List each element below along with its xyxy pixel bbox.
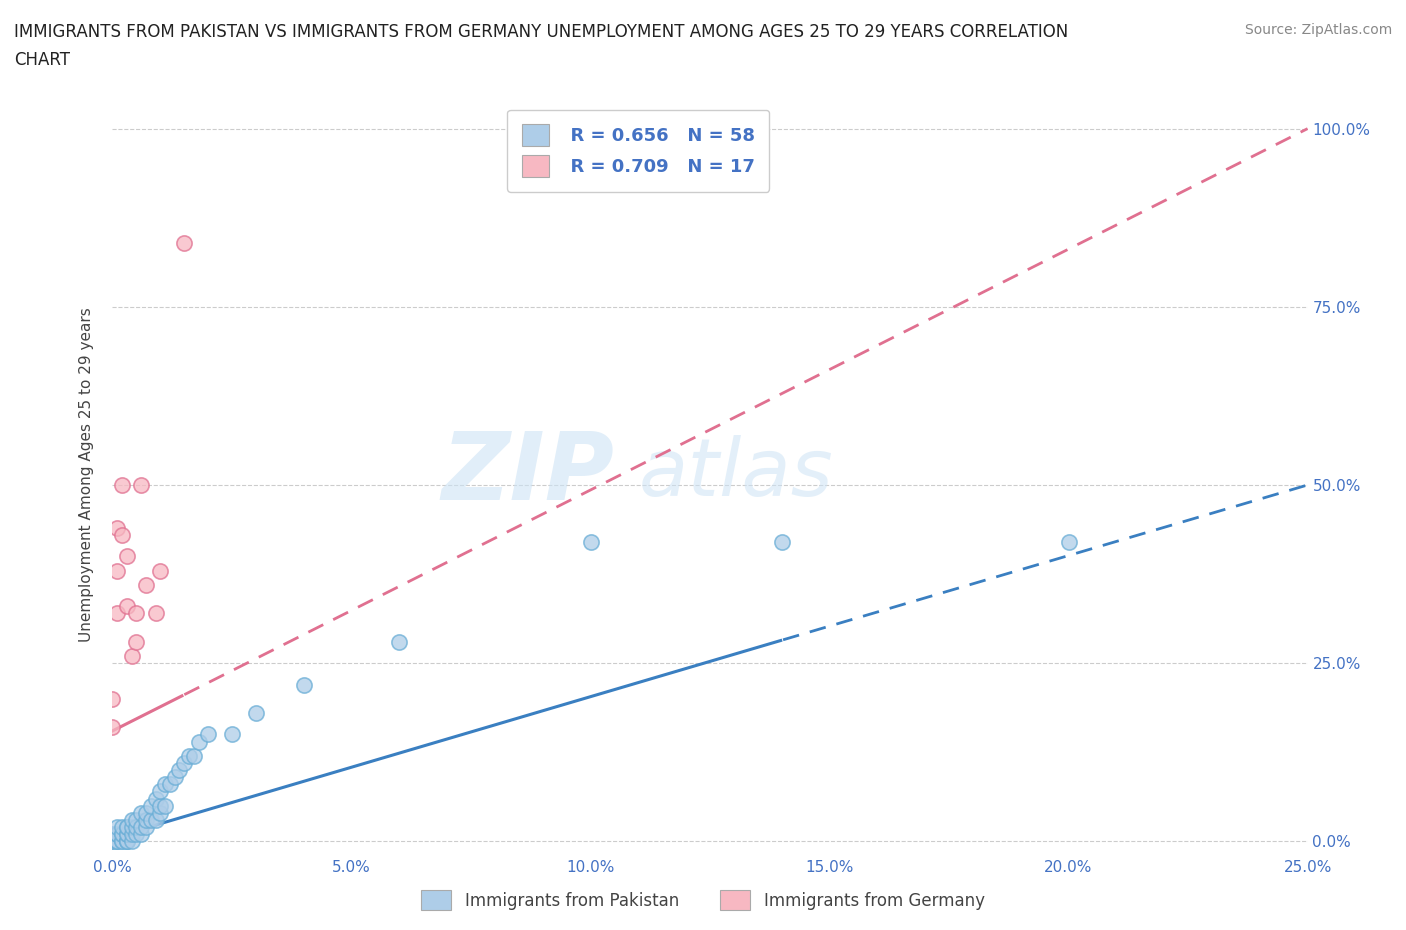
Point [221, 727, 243, 742]
Point [149, 805, 172, 820]
Point [145, 813, 167, 828]
Point [105, 827, 128, 842]
Point [121, 827, 143, 842]
Point [135, 819, 157, 834]
Point [105, 834, 128, 849]
Point [163, 770, 186, 785]
Text: CHART: CHART [14, 51, 70, 69]
Point [173, 235, 195, 250]
Point [149, 563, 172, 578]
Point [105, 834, 128, 849]
Point [197, 727, 219, 742]
Point [149, 798, 172, 813]
Legend: Immigrants from Pakistan, Immigrants from Germany: Immigrants from Pakistan, Immigrants fro… [415, 884, 991, 917]
Point [125, 827, 148, 842]
Point [105, 819, 128, 834]
Point [111, 834, 134, 849]
Point [115, 827, 138, 842]
Text: ZIP: ZIP [441, 429, 614, 520]
Point [139, 813, 162, 828]
Point [177, 749, 200, 764]
Legend:   R = 0.656   N = 58,   R = 0.709   N = 17: R = 0.656 N = 58, R = 0.709 N = 17 [508, 110, 769, 192]
Point [121, 819, 143, 834]
Point [105, 520, 128, 535]
Point [135, 805, 157, 820]
Point [139, 798, 162, 813]
Point [115, 834, 138, 849]
Point [129, 819, 152, 834]
Point [125, 813, 148, 828]
Point [111, 834, 134, 849]
Point [145, 791, 167, 806]
Point [579, 535, 602, 550]
Point [101, 834, 124, 849]
Point [149, 784, 172, 799]
Point [183, 749, 205, 764]
Point [121, 813, 143, 828]
Point [115, 819, 138, 834]
Y-axis label: Unemployment Among Ages 25 to 29 years: Unemployment Among Ages 25 to 29 years [79, 307, 94, 642]
Text: IMMIGRANTS FROM PAKISTAN VS IMMIGRANTS FROM GERMANY UNEMPLOYMENT AMONG AGES 25 T: IMMIGRANTS FROM PAKISTAN VS IMMIGRANTS F… [14, 23, 1069, 41]
Point [115, 599, 138, 614]
Point [101, 720, 124, 735]
Text: atlas: atlas [638, 435, 834, 513]
Point [129, 805, 152, 820]
Point [115, 834, 138, 849]
Point [115, 549, 138, 564]
Point [125, 634, 148, 649]
Point [129, 827, 152, 842]
Point [121, 834, 143, 849]
Point [388, 634, 411, 649]
Point [153, 798, 176, 813]
Point [129, 477, 152, 492]
Point [121, 648, 143, 663]
Point [1057, 535, 1080, 550]
Point [101, 834, 124, 849]
Point [145, 605, 167, 620]
Point [111, 819, 134, 834]
Point [159, 777, 181, 791]
Point [105, 605, 128, 620]
Point [115, 819, 138, 834]
Point [187, 734, 209, 749]
Point [111, 527, 134, 542]
Point [292, 677, 315, 692]
Point [111, 477, 134, 492]
Point [111, 827, 134, 842]
Point [101, 827, 124, 842]
Point [135, 578, 157, 592]
Point [125, 819, 148, 834]
Point [135, 813, 157, 828]
Text: Source: ZipAtlas.com: Source: ZipAtlas.com [1244, 23, 1392, 37]
Point [111, 827, 134, 842]
Point [115, 834, 138, 849]
Point [173, 755, 195, 770]
Point [115, 827, 138, 842]
Point [125, 605, 148, 620]
Point [245, 706, 267, 721]
Point [105, 827, 128, 842]
Point [169, 763, 191, 777]
Point [105, 563, 128, 578]
Point [770, 535, 793, 550]
Point [105, 834, 128, 849]
Point [101, 691, 124, 706]
Point [153, 777, 176, 791]
